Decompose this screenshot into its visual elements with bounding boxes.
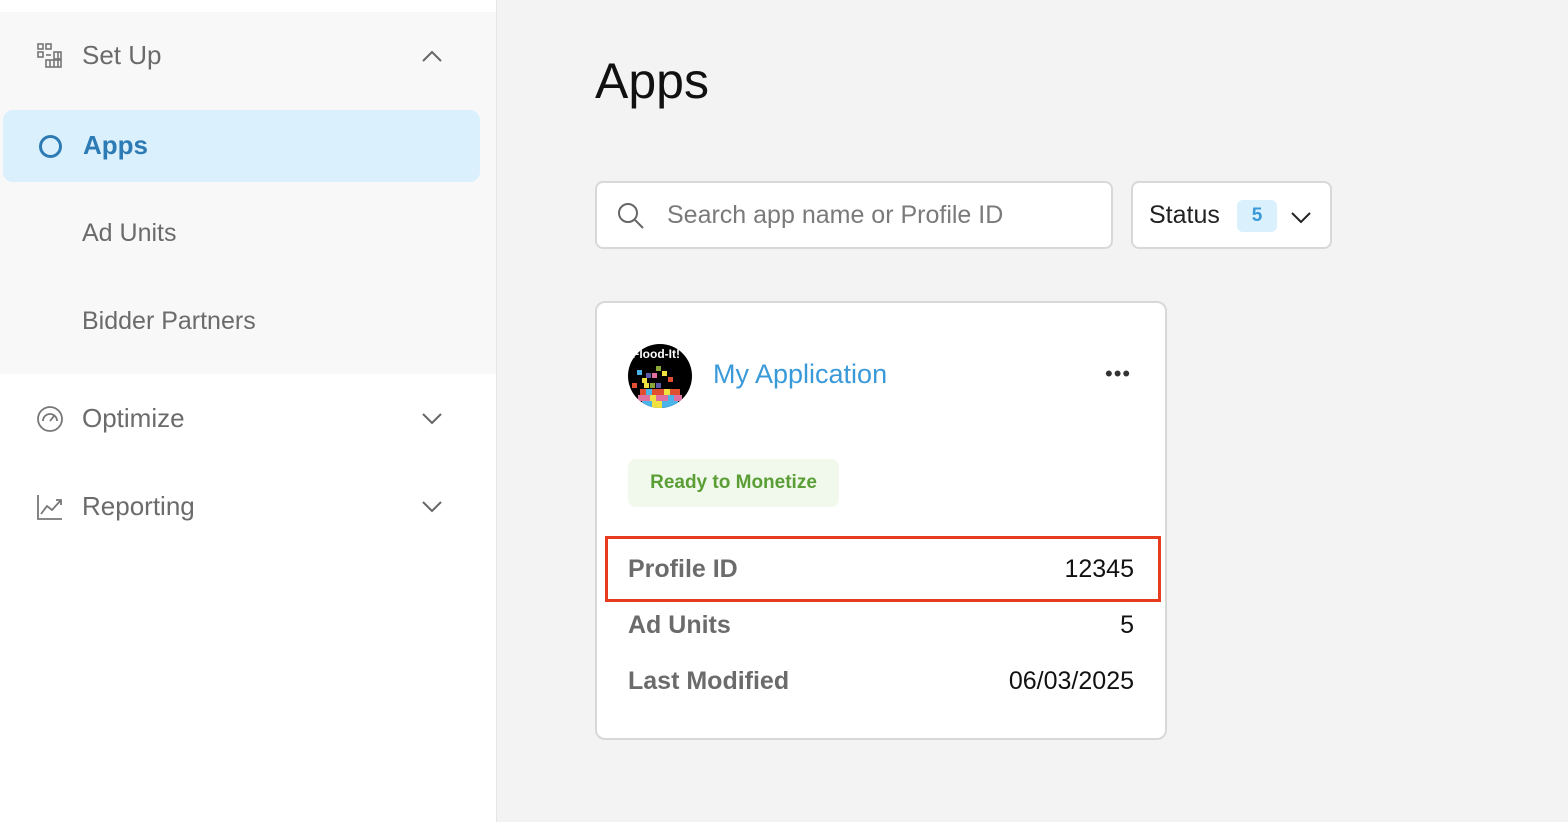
status-filter-dropdown[interactable]: Status 5 — [1131, 181, 1332, 249]
chevron-up-icon[interactable] — [420, 44, 444, 68]
field-value: 5 — [1120, 611, 1134, 639]
sidebar-reporting-header[interactable]: Reporting — [36, 491, 195, 522]
sidebar: Set Up Apps Ad Units Bidder Partners Opt… — [0, 0, 497, 822]
sidebar-item-bidder-partners[interactable]: Bidder Partners — [82, 307, 256, 335]
app-logo: Flood-It! — [628, 344, 692, 408]
page-title: Apps — [595, 53, 709, 109]
highlight-box — [605, 536, 1161, 602]
optimize-label: Optimize — [82, 403, 185, 433]
chevron-down-icon — [1291, 212, 1311, 224]
more-options-icon[interactable]: ••• — [1105, 361, 1132, 386]
field-value: 06/03/2025 — [1008, 667, 1134, 695]
field-label: Ad Units — [628, 611, 731, 639]
app-name-link[interactable]: My Application — [713, 359, 888, 389]
search-box[interactable] — [595, 181, 1113, 249]
sidebar-setup-header[interactable]: Set Up — [36, 40, 162, 71]
chevron-down-icon[interactable] — [420, 406, 444, 430]
reporting-label: Reporting — [82, 491, 195, 521]
setup-label: Set Up — [82, 40, 162, 70]
gauge-icon — [37, 405, 63, 432]
setup-grid-icon — [37, 42, 62, 68]
sidebar-item-ad-units[interactable]: Ad Units — [82, 219, 177, 247]
field-value: 12345 — [1064, 555, 1134, 583]
status-count-badge: 5 — [1237, 200, 1277, 232]
search-input[interactable] — [667, 199, 1097, 231]
circle-icon — [39, 135, 62, 158]
sidebar-optimize-header[interactable]: Optimize — [36, 403, 185, 434]
pixel-mosaic-image — [632, 366, 682, 408]
app-card: Flood-It! My Application ••• Ready to Mo… — [595, 301, 1167, 740]
field-label: Profile ID — [628, 555, 738, 583]
sidebar-item-apps[interactable]: Apps — [3, 110, 480, 182]
sidebar-item-label: Apps — [83, 130, 148, 160]
app-logo-text: Flood-It! — [632, 347, 680, 361]
ad-units-row: Ad Units 5 — [628, 611, 1134, 640]
setup-section — [0, 12, 496, 374]
chevron-down-icon[interactable] — [420, 494, 444, 518]
status-label: Status — [1149, 201, 1220, 229]
last-modified-row: Last Modified 06/03/2025 — [628, 667, 1134, 696]
profile-id-row: Profile ID 12345 — [628, 555, 1134, 584]
search-icon — [618, 203, 644, 229]
field-label: Last Modified — [628, 667, 790, 695]
status-badge: Ready to Monetize — [628, 459, 839, 507]
chart-line-icon — [37, 494, 62, 520]
